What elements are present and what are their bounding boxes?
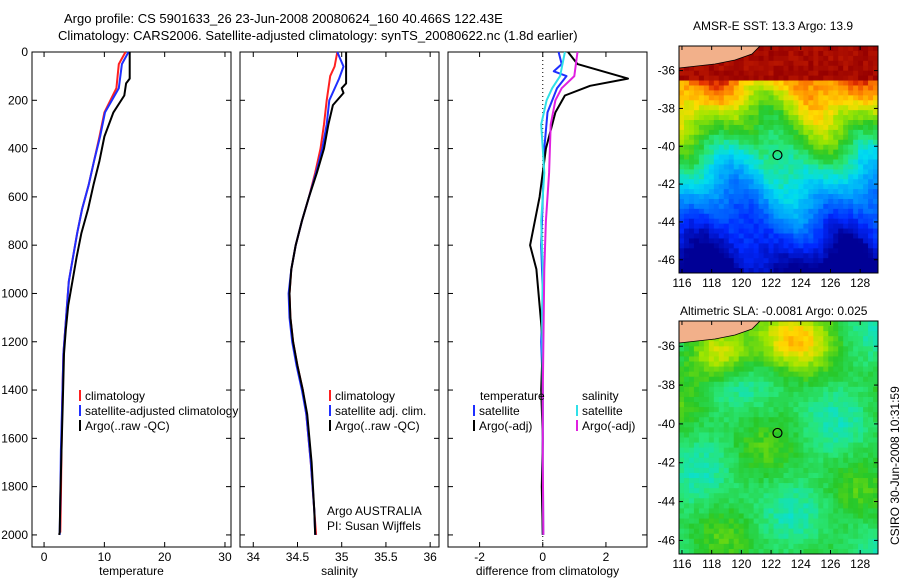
x-tick-label: 122 [761, 557, 781, 571]
x-tick-label: 0 [41, 550, 48, 564]
legend-label: temperature [480, 389, 545, 403]
y-tick-label: -46 [658, 253, 676, 267]
profile-location-marker [772, 427, 783, 439]
map-frame [678, 45, 879, 274]
x-tick-label: 124 [791, 557, 811, 571]
y-tick-label: 1800 [1, 480, 28, 494]
y-tick-label: 800 [8, 238, 28, 252]
x-tick-label: -2 [474, 550, 485, 564]
legend-label: satellite-adjusted climatology [85, 404, 238, 418]
plot-frame [447, 51, 648, 548]
legend-label: Argo(..raw -QC) [85, 419, 170, 433]
x-tick-label: 126 [820, 276, 840, 290]
sst-map: 116 118 120 122 124 126 128 -36 -38 -40 -42 -44 -46 [658, 45, 879, 290]
y-tick-label: -46 [658, 533, 676, 547]
x-axis-label: difference from climatology [476, 564, 619, 578]
x-axis-label: salinity [321, 564, 358, 578]
series-line-4 [541, 51, 579, 535]
y-tick-label: -42 [658, 177, 676, 191]
y-tick-label: 1200 [1, 335, 28, 349]
legend-label: satellite [479, 404, 520, 418]
series-line-1 [288, 51, 339, 535]
x-tick-label: 10 [98, 550, 112, 564]
map-title-sla: Altimetric SLA: -0.0081 Argo: 0.025 [680, 304, 868, 318]
x-tick-label: 122 [761, 276, 781, 290]
profile-location-marker [772, 149, 783, 161]
legend-label: Argo(..raw -QC) [335, 419, 420, 433]
y-tick-label: -36 [658, 64, 676, 78]
y-tick-label: -36 [658, 339, 676, 353]
map-frame [678, 320, 879, 555]
plot-frame [239, 51, 440, 548]
x-tick-label: 124 [791, 276, 811, 290]
x-axis-label: temperature [99, 564, 164, 578]
x-tick-label: 118 [702, 276, 721, 290]
land-area [679, 46, 761, 69]
y-tick-label: 600 [8, 190, 28, 204]
y-tick-label: 200 [8, 93, 28, 107]
profile-annotation: PI: Susan Wijffels [327, 519, 421, 533]
timestamp-label: CSIRO 30-Jun-2008 10:31:59 [888, 386, 900, 545]
profile-panel-1: 0 10 20 30 0 200 400 600 800 1000 1200 1400 1600 1800… [1, 45, 238, 578]
sla-map: 116 118 120 122 124 126 128 -36 -38 -40 -42 -44 -46 [658, 320, 879, 571]
y-tick-label: 2000 [1, 528, 28, 542]
x-tick-label: 128 [850, 557, 870, 571]
y-tick-label: -38 [658, 378, 676, 392]
x-tick-label: 35 [335, 550, 349, 564]
legend-label: satellite [582, 404, 623, 418]
y-tick-label: -44 [658, 215, 676, 229]
x-tick-label: 35.5 [374, 550, 398, 564]
x-tick-label: 116 [672, 276, 691, 290]
legend-label: salinity [582, 389, 619, 403]
y-tick-label: 1400 [1, 383, 28, 397]
y-tick-label: -44 [658, 495, 676, 509]
series-line-3 [288, 52, 348, 535]
legend-label: climatology [85, 389, 145, 403]
y-tick-label: 400 [8, 142, 28, 156]
land-area [679, 321, 761, 344]
x-tick-label: 30 [218, 550, 232, 564]
x-tick-label: 34.5 [286, 550, 310, 564]
x-tick-label: 116 [672, 557, 691, 571]
y-tick-label: -40 [658, 417, 676, 431]
y-tick-label: -42 [658, 456, 676, 470]
series-line-3 [58, 52, 131, 536]
figure-title-line1: Argo profile: CS 5901633_26 23-Jun-2008 … [64, 11, 503, 26]
x-tick-label: 0 [539, 550, 546, 564]
y-tick-label: 0 [21, 45, 28, 59]
plot-frame [31, 51, 232, 548]
figure-title-line2: Climatology: CARS2006. Satellite-adjuste… [58, 28, 578, 43]
x-tick-label: 126 [820, 557, 840, 571]
x-tick-label: 34 [247, 550, 261, 564]
y-tick-label: 1600 [1, 431, 28, 445]
legend-label: satellite adj. clim. [335, 404, 426, 418]
x-tick-label: 2 [603, 550, 610, 564]
map-title-sst: AMSR-E SST: 13.3 Argo: 13.9 [693, 19, 854, 33]
legend-label: climatology [335, 389, 395, 403]
y-tick-label: 1000 [1, 286, 28, 300]
profile-annotation: Argo AUSTRALIA [327, 504, 422, 518]
x-tick-label: 36 [423, 550, 437, 564]
legend-label: Argo(-adj) [479, 419, 532, 433]
x-tick-label: 128 [850, 276, 870, 290]
legend-label: Argo(-adj) [582, 419, 635, 433]
profile-panel-2: 34 34.5 35 35.5 36 salinity climatologysatelli… [239, 51, 440, 578]
series-line-2 [287, 51, 345, 535]
y-tick-label: -40 [658, 139, 676, 153]
y-tick-label: -38 [658, 101, 676, 115]
x-tick-label: 118 [702, 557, 721, 571]
x-tick-label: 20 [158, 550, 172, 564]
map-field [679, 46, 878, 273]
x-tick-label: 120 [731, 557, 751, 571]
x-tick-label: 120 [731, 276, 751, 290]
